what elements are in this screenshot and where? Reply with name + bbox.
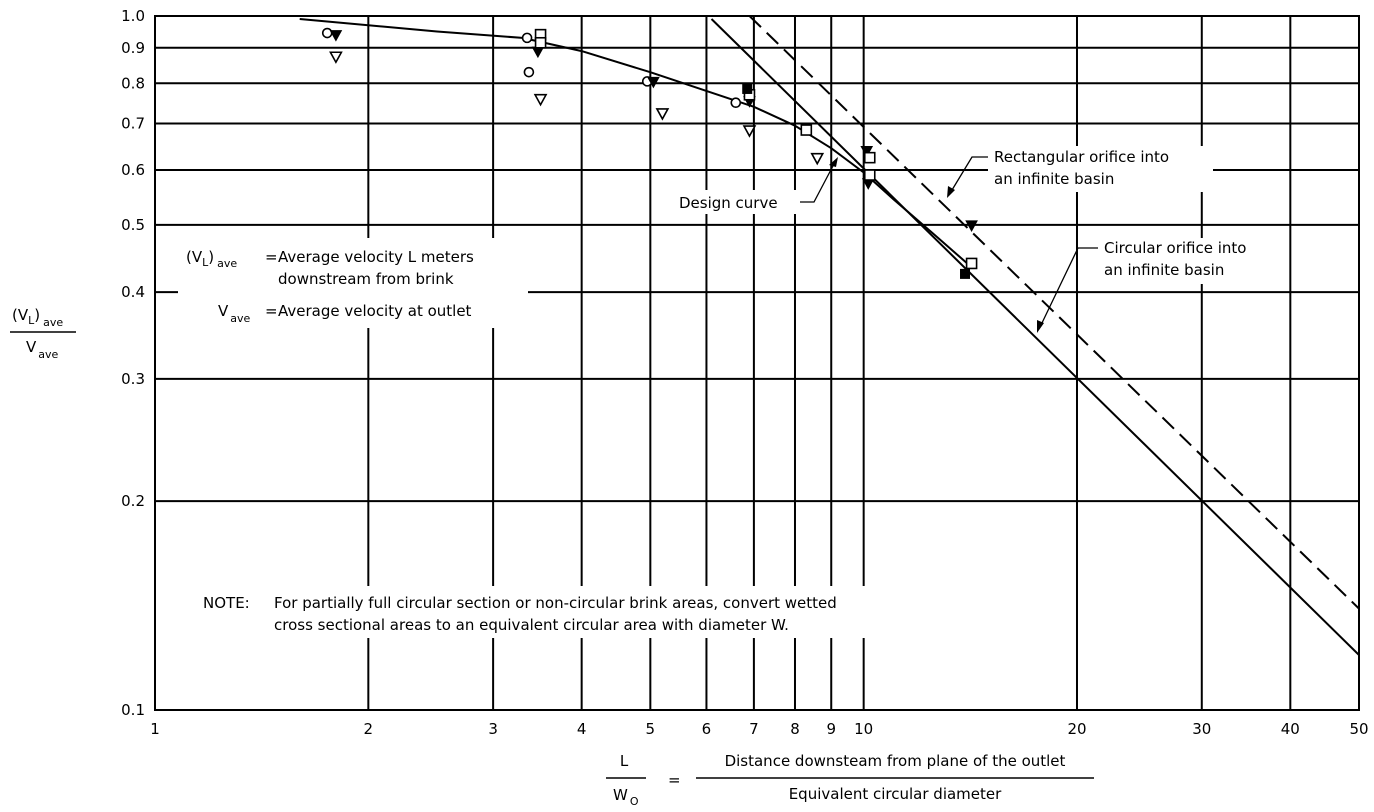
point-open-circle [321,27,333,39]
x-tick-label: 5 [646,720,656,738]
x-axis-label-equals: = [668,771,681,789]
x-tick-label: 4 [577,720,587,738]
x-tick-label: 10 [854,720,873,738]
rect-annotation-line1: Rectangular orifice into [994,148,1169,166]
x-tick-label: 2 [364,720,374,738]
point-open-square [534,36,547,49]
point-filled-triangle [965,220,978,232]
point-open-triangle [329,51,343,64]
note-label: NOTE: [203,594,250,612]
x-tick-label: 50 [1349,720,1368,738]
design-curve-label: Design curve [679,194,778,212]
x-tick-label: 8 [790,720,800,738]
y-tick-label: 0.4 [121,283,145,301]
point-open-circle [521,32,533,44]
x-tick-label: 1 [150,720,160,738]
point-open-square [800,124,813,136]
point-open-square [965,257,978,270]
x-tick-labels: 1 2 3 4 5 6 7 8 9 10 20 30 40 50 [150,720,1368,738]
def1-text-line2: downstream from brink [278,270,454,288]
rect-annotation-line2: an infinite basin [994,170,1114,188]
x-axis-label-rhs-denominator: Equivalent circular diameter [789,785,1002,803]
def2-equals: = [265,302,278,320]
rect-annotation-leader [951,156,988,191]
point-filled-square [742,83,753,94]
y-tick-label: 0.3 [121,370,145,388]
x-tick-label: 6 [702,720,712,738]
point-open-circle [523,66,535,78]
def1-symbol: (VL) ave [186,248,237,270]
curves [299,15,1360,656]
x-tick-label: 3 [488,720,498,738]
x-axis-label-rhs-numerator: Distance downsteam from plane of the out… [725,752,1066,770]
point-open-circle [730,97,742,109]
y-tick-label: 0.2 [121,492,145,510]
x-tick-label: 30 [1192,720,1211,738]
y-tick-label: 0.1 [121,701,145,719]
legend-defs-bg [178,238,528,328]
design-curve-arrowhead [829,157,838,167]
point-filled-triangle [647,76,660,89]
rect-annotation-bg [988,146,1213,192]
y-axis-label-numerator: (VL) ave [12,306,63,329]
point-open-triangle [655,108,670,121]
circ-annotation-leader [1040,247,1098,326]
x-tick-label: 20 [1067,720,1086,738]
x-tick-label: 40 [1281,720,1300,738]
point-filled-triangle [329,30,343,42]
def1-text-line1: Average velocity L meters [278,248,474,266]
circ-annotation-line1: Circular orifice into [1104,239,1246,257]
rect-annotation-arrowhead [947,186,955,198]
circ-annotation-arrowhead [1037,320,1044,333]
design-curve-label-bg [672,190,798,214]
note-line1: For partially full circular section or n… [274,594,837,612]
point-filled-triangle [531,46,545,59]
circular-orifice-line [710,18,1360,656]
design-curve-leader [800,163,835,203]
circ-annotation-bg [1098,238,1288,284]
y-tick-label: 1.0 [121,7,145,25]
x-tick-label: 9 [826,720,836,738]
point-open-triangle [810,152,825,166]
y-tick-labels: 0.1 0.2 0.3 0.4 0.5 0.6 0.7 0.8 0.9 1.0 [121,7,145,719]
point-filled-square [960,268,971,279]
def1-equals: = [265,248,278,266]
circ-annotation-line2: an infinite basin [1104,261,1224,279]
x-axis-label-numerator: L [620,752,629,770]
point-open-square [863,151,876,164]
design-curve-line [299,18,968,265]
point-filled-triangle [860,146,874,158]
note-bg [195,586,925,638]
y-tick-label: 0.5 [121,216,145,234]
note-line2: cross sectional areas to an equivalent c… [274,616,789,634]
point-open-square [863,169,876,181]
x-tick-label: 7 [749,720,759,738]
data-markers [321,27,978,279]
def2-text: Average velocity at outlet [278,302,472,320]
rectangular-orifice-line [748,15,1360,610]
plot-frame [154,15,1360,711]
y-tick-label: 0.9 [121,39,145,57]
grid-lines [155,16,1359,710]
y-tick-label: 0.8 [121,74,145,92]
y-tick-label: 0.7 [121,115,145,133]
point-open-triangle [533,93,548,107]
y-tick-label: 0.6 [121,161,145,179]
point-open-triangle [742,125,757,138]
